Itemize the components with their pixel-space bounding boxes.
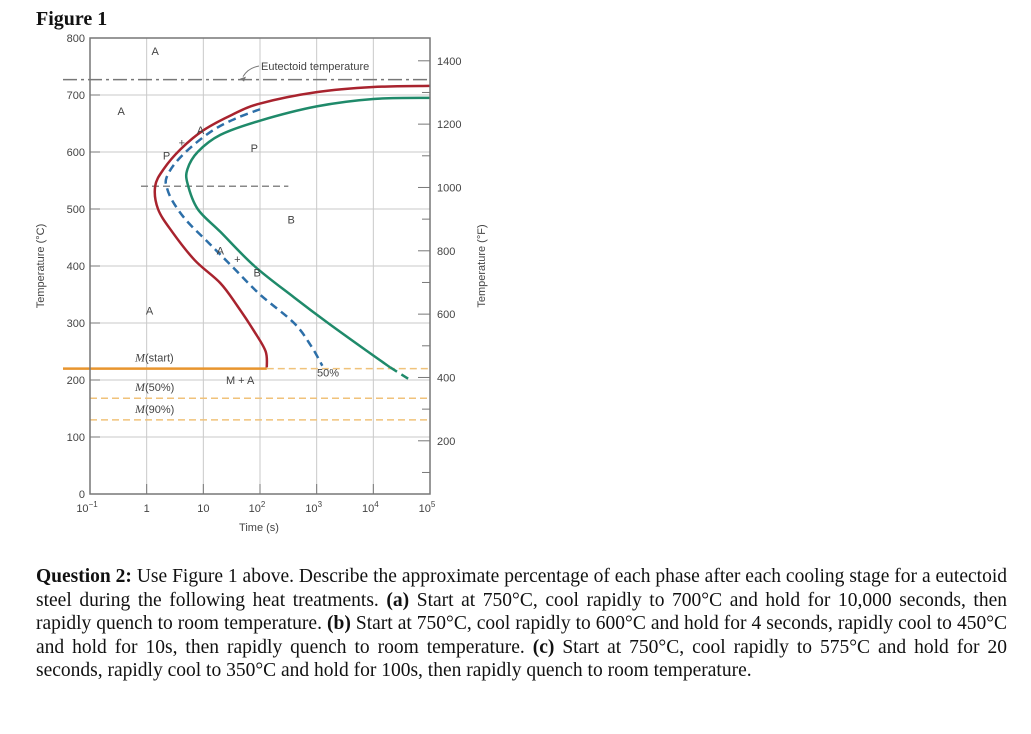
annotation-label: + xyxy=(234,254,240,266)
martensite-label-m: M xyxy=(134,402,146,416)
x-tick-base: 10 xyxy=(76,503,88,515)
annotation-label: M + A xyxy=(226,375,255,387)
x-tick-base: 10 xyxy=(305,503,317,515)
y2-tick-label: 200 xyxy=(437,436,455,448)
y2-tick-label: 600 xyxy=(437,309,455,321)
martensite-label-rest: (50%) xyxy=(145,382,174,394)
annotation-label: B xyxy=(287,214,294,226)
annotation-label: A xyxy=(146,305,154,317)
x-tick-label: 10 xyxy=(197,503,209,515)
x-tick-base: 1 xyxy=(144,503,150,515)
part-b-text: Start at 750°C, cool rapidly to 600°C an… xyxy=(36,613,1008,658)
curves xyxy=(153,84,431,382)
annotation-label: B xyxy=(253,267,260,279)
martensite-label-rest: (90%) xyxy=(145,404,174,416)
martensite-label: M(90%) xyxy=(134,402,174,416)
ttt-diagram: M(start)M(50%)M(90%) 0100200300400500600… xyxy=(35,33,488,534)
y2-tick-label: 400 xyxy=(437,372,455,384)
eutectoid-arrowhead xyxy=(240,76,246,82)
x-tick-base: 10 xyxy=(362,503,374,515)
part-b-label: (b) xyxy=(326,613,351,634)
x-tick-label: 105 xyxy=(419,500,436,515)
part-a-text: Start at 750°C, cool rapidly to 700°C an… xyxy=(36,589,1007,635)
annotation-label: P xyxy=(163,150,170,162)
y-tick-label: 100 xyxy=(67,432,85,444)
x-tick-label: 102 xyxy=(249,500,266,515)
annotations: A A P B A M + A 50% P + A A + B xyxy=(117,46,339,387)
y-tick-label: 500 xyxy=(67,204,85,216)
y-tick-label: 800 xyxy=(67,33,85,45)
x-tick-label: 103 xyxy=(305,500,322,515)
martensite-label: M(start) xyxy=(134,351,174,365)
x-tick-exp: 4 xyxy=(374,500,379,509)
x-tick-base: 10 xyxy=(197,503,209,515)
y-axis-label: Temperature (°C) xyxy=(35,224,47,308)
grid xyxy=(63,38,430,494)
curve-start-0- xyxy=(153,84,431,368)
martensite-label-m: M xyxy=(134,380,146,394)
annotation-label: 50% xyxy=(317,368,339,380)
y-tick-label: 0 xyxy=(79,489,85,501)
martensite-lines: M(start)M(50%)M(90%) xyxy=(63,351,430,421)
x-tick-exp: 3 xyxy=(318,500,323,509)
curve-50-completion xyxy=(164,108,324,367)
y-tick-label: 400 xyxy=(67,261,85,273)
y2-tick-label: 1000 xyxy=(437,182,461,194)
x-tick-exp: −1 xyxy=(89,500,99,509)
y2-axis-label: Temperature (°F) xyxy=(476,224,488,307)
annotation-label: A xyxy=(217,246,225,258)
annotation-label: A xyxy=(117,106,125,118)
y-tick-label: 700 xyxy=(67,90,85,102)
curve-finish-extrapolated- xyxy=(389,366,411,382)
part-a-label: (a) xyxy=(386,589,410,611)
x-axis-label: Time (s) xyxy=(239,522,279,534)
annotation-label: A xyxy=(151,46,159,58)
eutectoid-label: Eutectoid temperature xyxy=(261,61,369,73)
annotation-label: A xyxy=(197,125,205,137)
martensite-label: M(50%) xyxy=(134,380,174,394)
y2-tick-label: 800 xyxy=(437,246,455,258)
x-tick-exp: 5 xyxy=(431,500,436,509)
question-intro: Use Figure 1 above. Describe the approxi… xyxy=(36,566,1007,611)
annotation-label: + xyxy=(179,137,185,149)
x-tick-base: 10 xyxy=(419,503,431,515)
question-label: Question 2: xyxy=(36,566,132,587)
annotation-label: P xyxy=(251,143,258,155)
y-tick-label: 200 xyxy=(67,375,85,387)
martensite-label-rest: (start) xyxy=(145,353,174,365)
y2-tick-label: 1400 xyxy=(437,56,461,68)
part-c-label: (c) xyxy=(532,636,555,658)
x-tick-label: 104 xyxy=(362,500,379,515)
x-tick-exp: 2 xyxy=(261,500,266,509)
question-text: Question 2: Use Figure 1 above. Describe… xyxy=(36,565,1007,683)
curve-finish-100- xyxy=(184,96,431,369)
x-tick-base: 10 xyxy=(249,503,261,515)
y-tick-label: 600 xyxy=(67,147,85,159)
y2-tick-label: 1200 xyxy=(437,119,461,131)
part-c-text: Start at 750°C, cool rapidly to 575°C an… xyxy=(36,636,1007,682)
martensite-label-m: M xyxy=(134,351,146,365)
x-tick-label: 1 xyxy=(144,503,150,515)
y-tick-label: 300 xyxy=(67,318,85,330)
x-tick-label: 10−1 xyxy=(76,500,98,515)
eutectoid-arrow xyxy=(242,65,260,77)
figure-title: Figure 1 xyxy=(36,8,108,30)
